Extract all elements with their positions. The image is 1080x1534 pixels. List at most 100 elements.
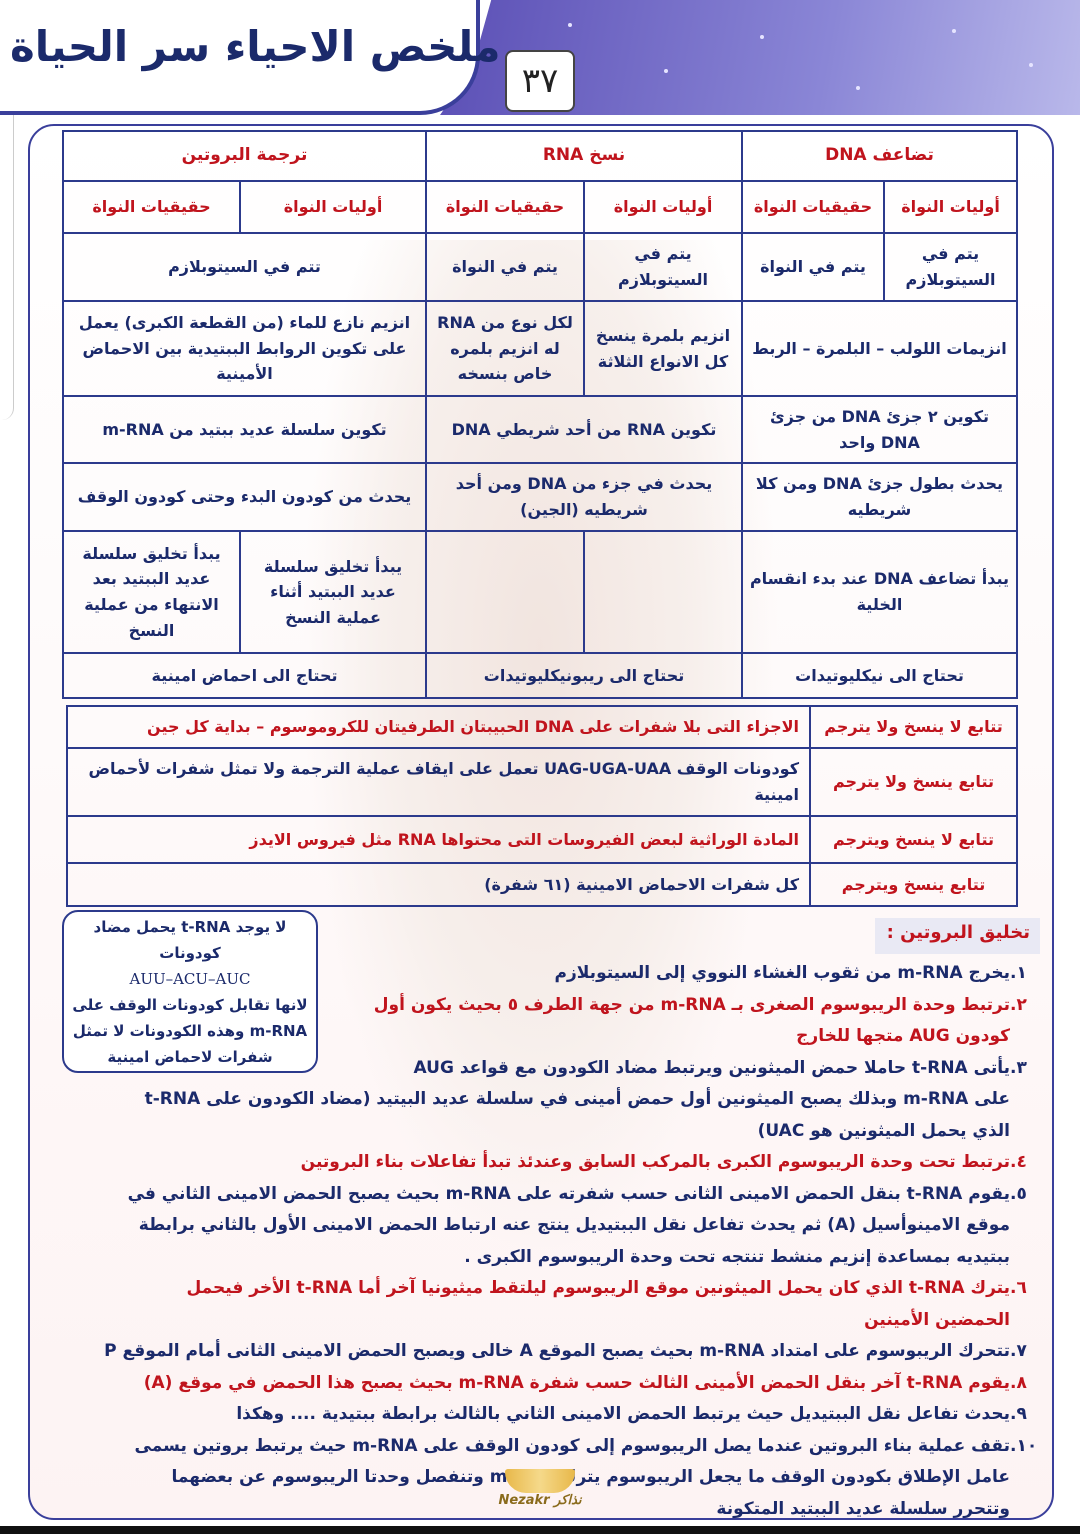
step-text: ببتيديه بمساعدة إنزيم منشط تنتجه تحت وحد…: [464, 1246, 1010, 1267]
step-text: على m-RNA وبذلك يصبح الميثونين أول حمض أ…: [144, 1089, 1010, 1109]
title-band: [0, 0, 480, 115]
seq-desc: كل شفرات الاحماض الامينية (٦١ شفرة): [66, 862, 811, 907]
step-line: ٧.تتحرك الريبوسوم على امتداد m-RNA بحيث …: [48, 1336, 1044, 1368]
note-line: لانها تقابل كودونات الوقف على m-RNA وهذه…: [72, 996, 308, 1066]
seq-type: تتابع ينسخ ويترجم: [809, 862, 1018, 907]
step-number: ١٠.: [1010, 1435, 1038, 1456]
step-text: تقف عملية بناء البروتين عندما يصل الريبو…: [134, 1435, 1010, 1456]
cell: تحتاج الى احماض امينية: [62, 652, 427, 699]
step-number: ٢.: [1010, 994, 1027, 1015]
step-number: ٧.: [1010, 1341, 1027, 1361]
step-text: الذي يحمل الميثونين هو UAC): [757, 1120, 1010, 1141]
seq-type: تتابع لا ينسخ ولا يترجم: [809, 705, 1018, 749]
cell: تتم في السيتوبلازم: [62, 232, 427, 302]
cell: تكوين سلسلة عديد ببتيد من m-RNA: [62, 395, 427, 464]
step-number: ٣.: [1010, 1057, 1027, 1078]
cell: تكوين ٢ جزئ DNA من جزئ DNA واحد: [741, 395, 1018, 464]
cell: يحدث في جزء من DNA ومن أحد شريطيه (الجين…: [425, 462, 743, 532]
step-line: ٥.يقوم t-RNA بنقل الحمض الامينى الثانى ح…: [48, 1179, 1044, 1211]
cell: تحتاج الى نيكليوتيدات: [741, 652, 1018, 699]
sub-header: أوليات النواة: [583, 180, 743, 234]
group-header: ترجمة البروتين: [62, 130, 427, 182]
step-line: ٤.ترتبط تحت وحدة الريبوسوم الكبرى بالمرك…: [48, 1147, 1044, 1179]
page-header: ملخص الاحياء سر الحياة ٣٧: [0, 0, 1080, 120]
cell: انزيم بلمرة ينسخ كل الانواع الثلاثة: [583, 300, 743, 397]
cell: يحدث بطول جزئ DNA ومن كلا شريطيه: [741, 462, 1018, 532]
step-text: عامل الإطلاق بكودون الوقف ما يجعل الريبو…: [171, 1467, 1010, 1487]
sub-header: حقيقيات النواة: [741, 180, 885, 234]
step-text: الحمضين الأمينين: [864, 1309, 1010, 1330]
seq-desc: كودونات الوقف UAG-UGA-UAA تعمل على ايقاف…: [66, 747, 811, 817]
steps-list: ١.يخرج m-RNA من ثقوب الغشاء النووي إلى ا…: [48, 958, 1044, 1525]
left-edge-panel: [0, 0, 14, 420]
cell: يتم في النواة: [425, 232, 585, 302]
cell: يتم في السيتوبلازم: [883, 232, 1018, 302]
cell: انزيمات اللولب – البلمرة – الربط: [741, 300, 1018, 397]
step-text: يترك t-RNA الذي كان يحمل الميثونين موقع …: [186, 1278, 1010, 1298]
section-title: تخليق البروتين :: [875, 918, 1040, 954]
step-number: ٨.: [1010, 1372, 1027, 1393]
cell: يحدث من كودون البدء وحتى كودون الوقف: [62, 462, 427, 532]
step-line: ٨.يقوم t-RNA آخر بنقل الحمض الأمينى الثا…: [48, 1368, 1044, 1400]
comparison-table: تضاعف DNA نسخ RNA ترجمة البروتين أوليات …: [62, 130, 1018, 699]
cell: يبدأ تخليق سلسلة عديد الببتيد أثناء عملي…: [239, 530, 427, 654]
note-box: لا يوجد t-RNA يحمل مضاد كودونات AUU–ACU–…: [62, 910, 318, 1073]
step-text: وتتحرر سلسلة عديد الببتيد المتكونة: [716, 1498, 1010, 1519]
step-text: يأتى t-RNA حاملا حمض الميثونين ويرتبط مض…: [413, 1057, 1010, 1078]
step-number: ٦.: [1010, 1278, 1027, 1298]
step-line: الذي يحمل الميثونين هو UAC): [48, 1116, 1044, 1148]
step-line: ببتيديه بمساعدة إنزيم منشط تنتجه تحت وحد…: [48, 1242, 1044, 1274]
sequence-table: تتابع لا ينسخ ولا يترجم الاجزاء التى بلا …: [66, 705, 1018, 907]
step-line: ١٠.تقف عملية بناء البروتين عندما يصل الر…: [48, 1431, 1044, 1463]
step-line: على m-RNA وبذلك يصبح الميثونين أول حمض أ…: [48, 1084, 1044, 1116]
step-line: ١.يخرج m-RNA من ثقوب الغشاء النووي إلى ا…: [48, 958, 1044, 990]
step-number: ٤.: [1010, 1152, 1027, 1172]
step-number: ١.: [1010, 963, 1027, 983]
note-line: لا يوجد t-RNA يحمل مضاد كودونات: [93, 918, 287, 962]
sub-header: أوليات النواة: [239, 180, 427, 234]
book-icon: [505, 1469, 575, 1493]
cell: يتم في النواة: [741, 232, 885, 302]
sub-header: حقيقيات النواة: [62, 180, 241, 234]
seq-desc: الاجزاء التى بلا شفرات على DNA الحبيبتان…: [66, 705, 811, 749]
step-line: ٢.ترتبط وحدة الريبوسوم الصغرى بـ m-RNA م…: [48, 990, 1044, 1022]
cell: يبدأ تخليق سلسلة عديد الببتيد بعد الانته…: [62, 530, 241, 654]
step-line: ٩.يحدث تفاعل نقل الببتيديل حيث يرتبط الح…: [48, 1399, 1044, 1431]
step-line: وتتحرر سلسلة عديد الببتيد المتكونة: [48, 1494, 1044, 1526]
cell: [425, 530, 585, 654]
cell: انزيم نازع للماء (من القطعة الكبرى) يعمل…: [62, 300, 427, 397]
group-header: نسخ RNA: [425, 130, 743, 182]
page-number: ٣٧: [505, 50, 575, 112]
step-line: كودون AUG متجها للخارج: [48, 1021, 1044, 1053]
cell: يبدأ تضاعف DNA عند بدء انقسام الخلية: [741, 530, 1018, 654]
seq-type: تتابع ينسخ ولا يترجم: [809, 747, 1018, 817]
cell: لكل نوع من RNA له انزيم بلمره خاص بنسخه: [425, 300, 585, 397]
step-line: ٣.يأتى t-RNA حاملا حمض الميثونين ويرتبط …: [48, 1053, 1044, 1085]
step-number: ٥.: [1010, 1183, 1027, 1204]
logo-text: Nezakr نذاكر: [498, 1493, 582, 1508]
group-header: تضاعف DNA: [741, 130, 1018, 182]
step-text: يحدث تفاعل نقل الببتيديل حيث يرتبط الحمض…: [236, 1404, 1010, 1424]
seq-desc: المادة الوراثية لبعض الفيروسات التى محتو…: [66, 815, 811, 864]
cell: تحتاج الى ريبونيكليوتيدات: [425, 652, 743, 699]
page-title: ملخص الاحياء سر الحياة: [10, 22, 501, 71]
step-text: يخرج m-RNA من ثقوب الغشاء النووي إلى الس…: [554, 963, 1010, 983]
step-text: موقع الامينوأسيل (A) ثم يحدث تفاعل نقل ا…: [138, 1215, 1010, 1235]
step-number: ٩.: [1010, 1404, 1027, 1424]
sub-header: أوليات النواة: [883, 180, 1018, 234]
step-text: ترتبط تحت وحدة الريبوسوم الكبرى بالمركب …: [300, 1152, 1010, 1172]
sub-header: حقيقيات النواة: [425, 180, 585, 234]
step-text: كودون AUG متجها للخارج: [796, 1026, 1010, 1046]
note-codons: AUU–ACU–AUC: [129, 970, 251, 988]
step-line: الحمضين الأمينين: [48, 1305, 1044, 1337]
cell: [583, 530, 743, 654]
step-line: موقع الامينوأسيل (A) ثم يحدث تفاعل نقل ا…: [48, 1210, 1044, 1242]
step-line: ٦.يترك t-RNA الذي كان يحمل الميثونين موق…: [48, 1273, 1044, 1305]
nezakr-logo: Nezakr نذاكر: [490, 1455, 590, 1527]
step-text: ترتبط وحدة الريبوسوم الصغرى بـ m-RNA من …: [373, 994, 1010, 1015]
seq-type: تتابع لا ينسخ ويترجم: [809, 815, 1018, 864]
step-text: يقوم t-RNA بنقل الحمض الامينى الثانى حسب…: [127, 1183, 1010, 1204]
step-text: تتحرك الريبوسوم على امتداد m-RNA بحيث يص…: [104, 1341, 1010, 1361]
bottom-bar: [0, 1526, 1080, 1534]
cell: تكوين RNA من أحد شريطي DNA: [425, 395, 743, 464]
